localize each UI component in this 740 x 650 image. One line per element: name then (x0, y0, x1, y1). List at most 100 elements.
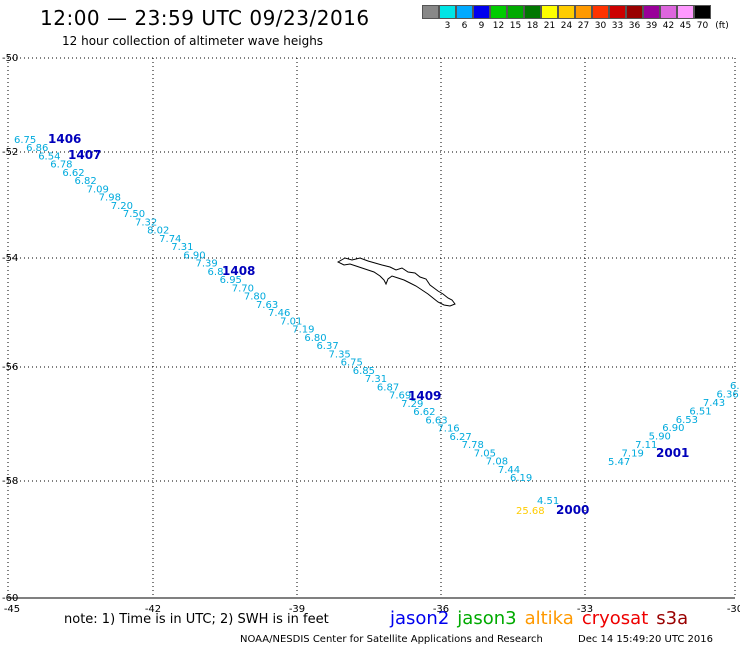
scale-label: 70 (696, 21, 709, 31)
scale-label: 21 (543, 21, 556, 31)
pass-id-label: 1406 (48, 132, 81, 146)
wave-height-label: 6.36 (716, 389, 738, 400)
longitude-label: -45 (4, 604, 20, 615)
wave-height-label: 7.74 (159, 234, 181, 245)
wave-height-label: 6.51 (689, 406, 711, 417)
footer-credit: NOAA/NESDIS Center for Satellite Applica… (240, 634, 543, 645)
wave-height-label: 6.54 (38, 151, 60, 162)
wave-height-label: 7.19 (292, 325, 314, 336)
pass-id-labels: 1406 1407 1408 1409 2000 2001 (48, 132, 689, 517)
satellite-legend-item: altika (524, 608, 574, 629)
wave-height-label: 7.50 (123, 209, 145, 220)
scale-swatch (507, 5, 524, 19)
scale-label: 39 (645, 21, 658, 31)
pass-id-label: 1408 (222, 264, 255, 278)
wave-height-label: 7.98 (99, 193, 121, 204)
page-title: 12:00 — 23:59 UTC 09/23/2016 (40, 6, 370, 30)
scale-label: 15 (509, 21, 522, 31)
scale-label (422, 21, 439, 32)
wave-height-label: 7.43 (703, 398, 725, 409)
scale-swatch (694, 5, 711, 19)
scale-swatch (660, 5, 677, 19)
wave-height-label: 6.27 (450, 432, 472, 443)
latitude-label: -58 (2, 476, 18, 487)
pass-id-label: 1409 (408, 389, 441, 403)
scale-label: 42 (662, 21, 675, 31)
wave-height-label: 6.86 (26, 143, 48, 154)
wave-height-label: 6.80 (304, 333, 326, 344)
wave-height-label: 7.01 (280, 316, 302, 327)
scale-label: 27 (577, 21, 590, 31)
wave-height-label: 6.19 (510, 473, 532, 484)
color-scale-labels: 3 6 9 12 15 18 21 24 27 30 33 36 39 42 45 70 (ft) (422, 21, 733, 32)
wave-height-label: 6.62 (413, 407, 435, 418)
satellite-legend-item: cryosat (581, 608, 649, 629)
wave-height-label: 6.75 (14, 135, 36, 146)
wave-height-label: 25.68 (516, 506, 545, 517)
wave-height-label: 6.81 (208, 267, 230, 278)
scale-label: 18 (526, 21, 539, 31)
longitude-labels: -45 -42 -39 -36 -33 -30 (4, 604, 740, 615)
latitude-label: -56 (2, 362, 18, 373)
wave-height-label: 7.35 (329, 349, 351, 360)
wave-height-label: 6.78 (50, 160, 72, 171)
wave-height-label: 6.37 (316, 341, 338, 352)
longitude-label: -36 (433, 604, 449, 615)
color-scale-swatches (422, 5, 733, 19)
scale-swatch (558, 5, 575, 19)
scale-swatch (575, 5, 592, 19)
scale-swatch (439, 5, 456, 19)
longitude-label: -33 (577, 604, 593, 615)
scale-swatch (473, 5, 490, 19)
satellite-legend-item: jason2 (390, 608, 450, 629)
wave-height-label: 6.87 (377, 382, 399, 393)
scale-swatch (456, 5, 473, 19)
map-grid (7, 57, 736, 599)
track-value-labels: 6.756.866.546.786.626.827.097.987.207.50… (14, 135, 740, 517)
scale-swatch (524, 5, 541, 19)
scale-label: 12 (492, 21, 505, 31)
scale-label: 3 (444, 21, 451, 31)
scale-swatch (422, 5, 439, 19)
wave-height-label: 7.31 (171, 242, 193, 253)
wave-height-label: 5.90 (649, 432, 671, 443)
wave-height-label: 7.11 (635, 440, 657, 451)
pass-id-label: 2001 (656, 446, 689, 460)
wave-height-label: 7.69 (389, 391, 411, 402)
longitude-label: -30 (727, 604, 740, 615)
pass-id-label: 2000 (556, 503, 589, 517)
satellite-legend-item: jason3 (457, 608, 517, 629)
wave-height-label: 4.51 (537, 496, 559, 507)
wave-height-label: 6.62 (62, 168, 84, 179)
footer-timestamp: Dec 14 15:49:20 UTC 2016 (578, 634, 713, 645)
south-georgia-island (336, 257, 456, 307)
wave-height-label: 5.47 (608, 457, 630, 468)
scale-label: 45 (679, 21, 692, 31)
scale-swatch (609, 5, 626, 19)
scale-label: 33 (611, 21, 624, 31)
satellite-legend-item: s3a (656, 608, 689, 629)
latitude-labels: -50 -52 -54 -56 -58 -60 (2, 53, 18, 604)
note-text: note: 1) Time is in UTC; 2) SWH is in fe… (64, 612, 329, 627)
latitude-label: -60 (2, 593, 18, 604)
scale-swatch (626, 5, 643, 19)
wave-height-label: 7.70 (232, 283, 254, 294)
scale-swatch (677, 5, 694, 19)
wave-height-label: 7.05 (474, 448, 496, 459)
wave-height-label: 8.02 (147, 226, 169, 237)
wave-height-label: 7.09 (87, 184, 109, 195)
wave-height-label: 7.19 (622, 449, 644, 460)
wave-height-label: 7.08 (486, 457, 508, 468)
wave-height-label: 6.53 (676, 415, 698, 426)
wave-height-label: 6.75 (341, 358, 363, 369)
wave-height-label: 6.95 (220, 275, 242, 286)
wave-height-label: 7.20 (111, 201, 133, 212)
wave-height-label: 7.80 (244, 292, 266, 303)
scale-swatch (592, 5, 609, 19)
wave-height-label: 7.29 (401, 399, 423, 410)
scale-swatch (643, 5, 660, 19)
scale-unit: (ft) (715, 21, 729, 31)
scale-label: 6 (461, 21, 468, 31)
latitude-label: -50 (2, 53, 18, 64)
